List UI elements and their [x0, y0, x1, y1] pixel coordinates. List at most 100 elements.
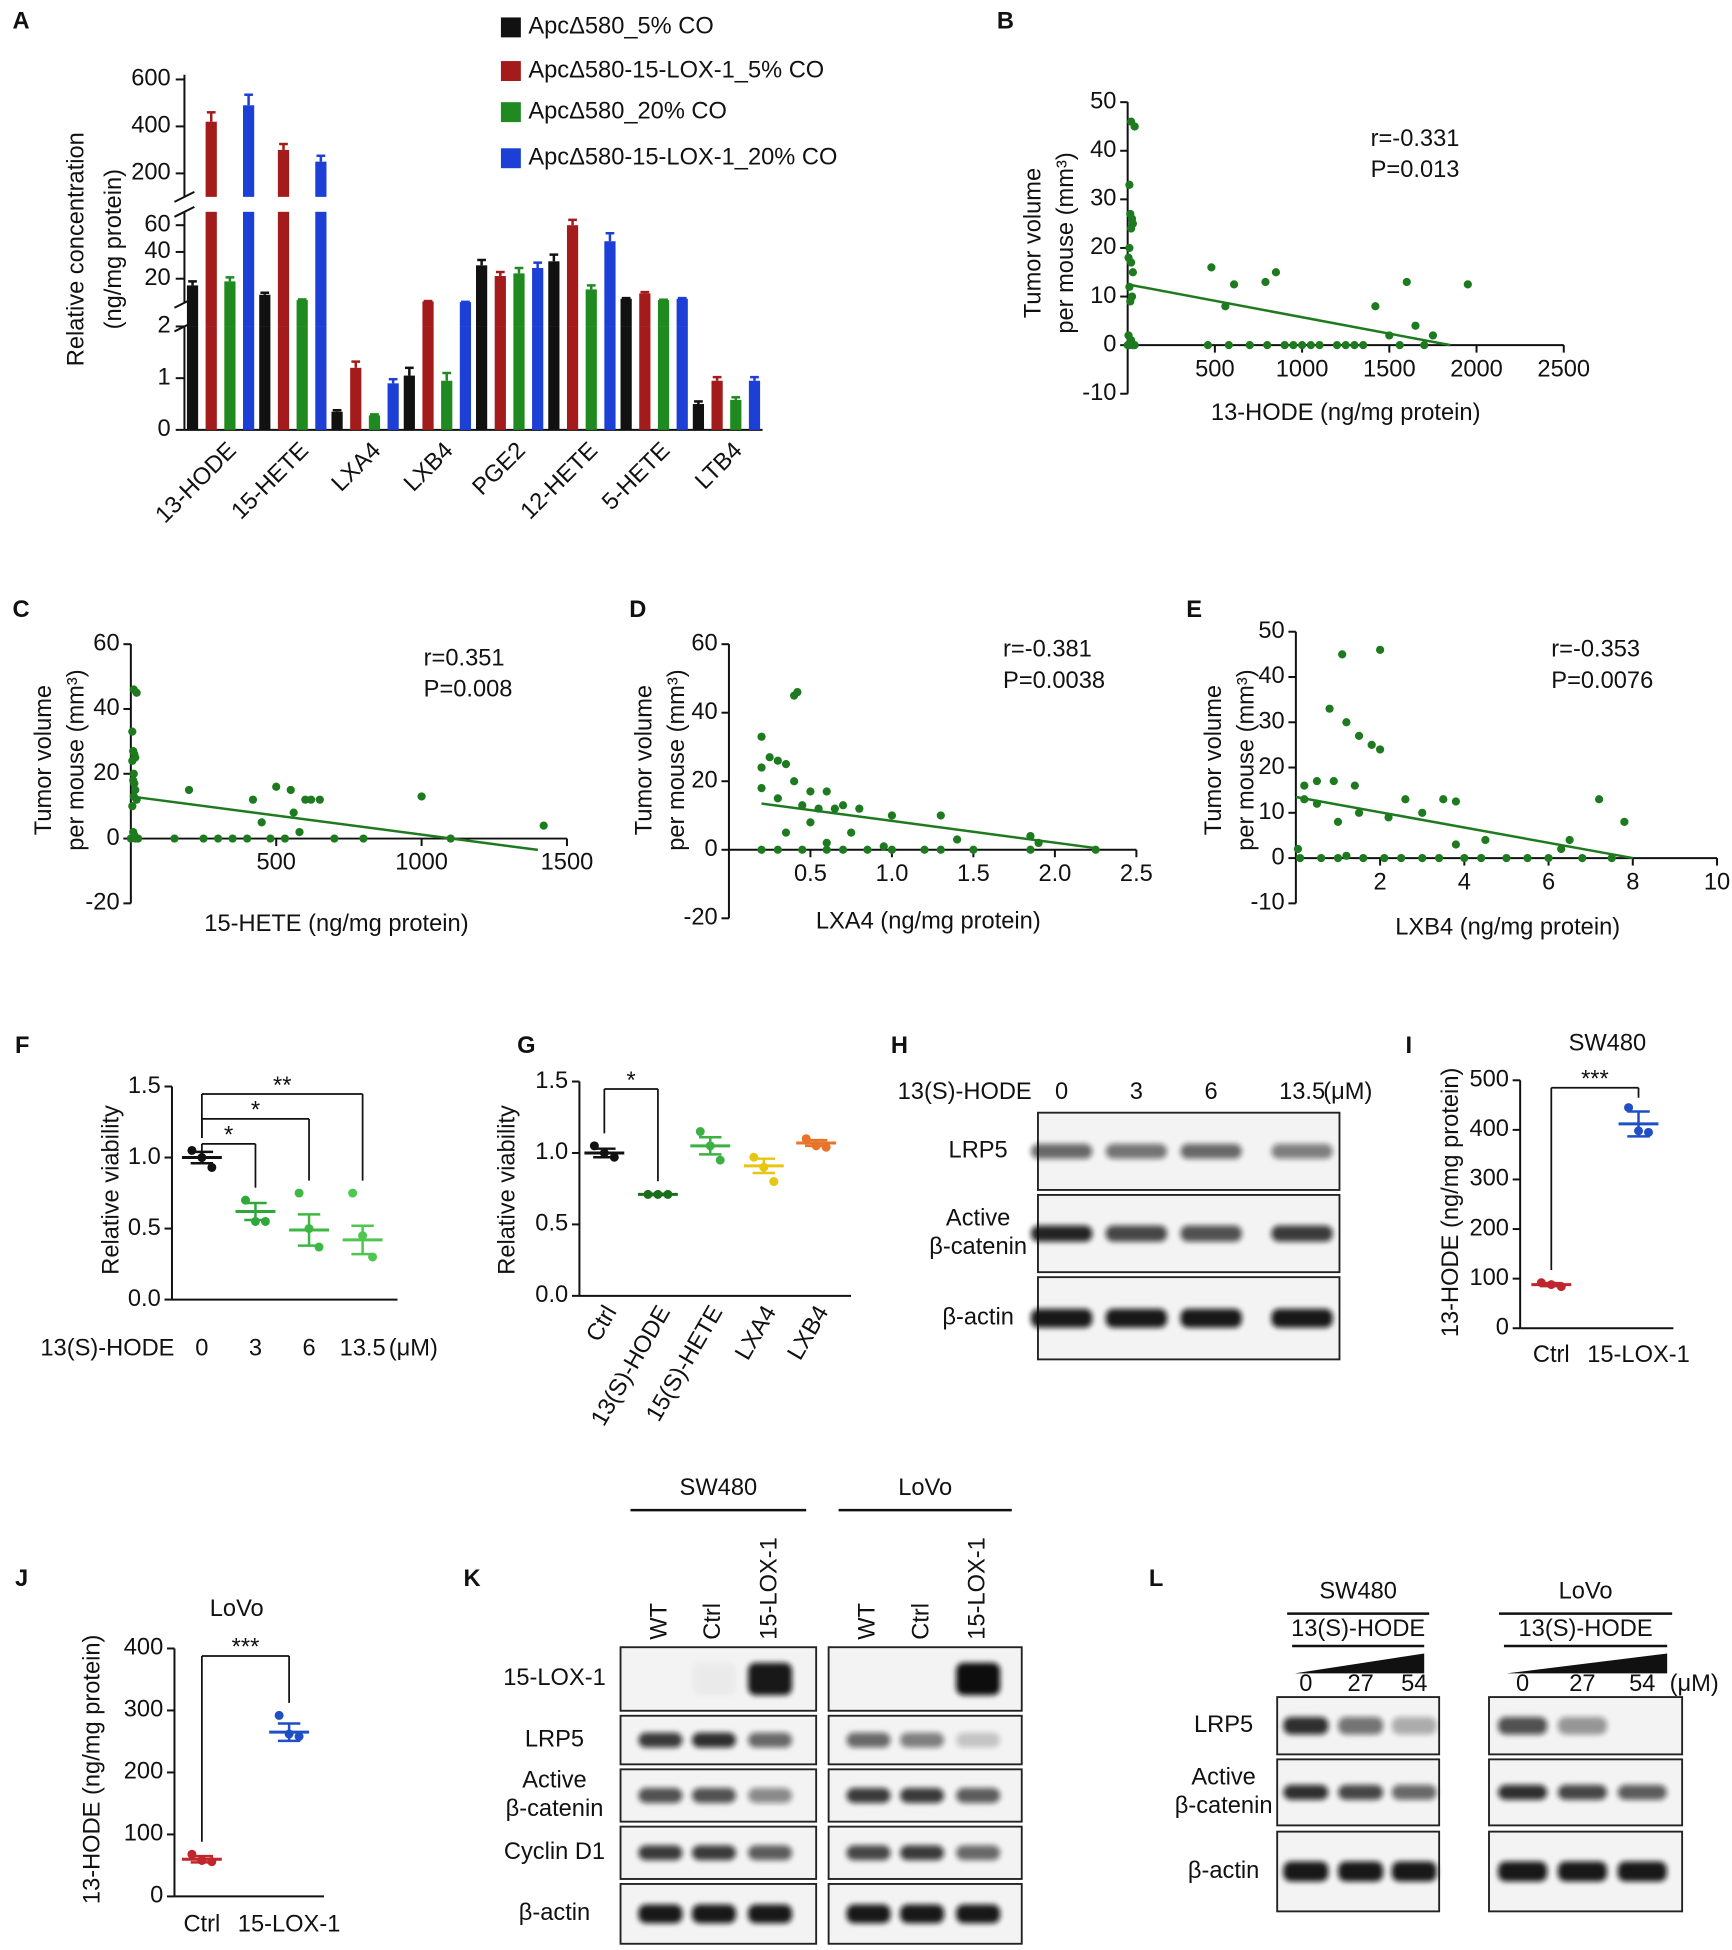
- legend-swatch: [500, 102, 521, 123]
- treatment-label: 13(S)-HODE: [1291, 1616, 1425, 1642]
- point: [257, 818, 266, 827]
- significance-label: **: [273, 1073, 291, 1099]
- y-tick-label: 0.0: [535, 1282, 568, 1308]
- point: [1607, 853, 1616, 863]
- point: [773, 794, 782, 803]
- chart-title: LoVo: [210, 1596, 264, 1622]
- point: [1123, 341, 1132, 350]
- bar: [476, 265, 488, 327]
- y-tick-label: 200: [124, 1759, 163, 1785]
- y-axis-label: 13-HODE (ng/mg protein): [80, 1635, 106, 1905]
- lane-label: 27: [1569, 1671, 1595, 1697]
- point: [1375, 745, 1385, 754]
- point: [1439, 795, 1448, 804]
- legend-swatch: [500, 17, 521, 38]
- point: [1224, 341, 1233, 350]
- group-label: LoVo: [898, 1475, 952, 1501]
- y-tick-label: 0.5: [535, 1211, 568, 1237]
- x-tick-label: 0: [195, 1336, 208, 1362]
- point: [1261, 277, 1270, 287]
- panel-label: F: [15, 1033, 29, 1059]
- bar: [604, 241, 616, 327]
- x-tick-label: 2.0: [1038, 861, 1071, 887]
- bar: [494, 276, 506, 327]
- legend-swatch: [500, 148, 521, 169]
- point: [260, 1216, 270, 1226]
- row-label: β-catenin: [1175, 1793, 1273, 1819]
- band: [638, 1845, 683, 1861]
- point: [1130, 341, 1139, 350]
- y-tick-label: 1.5: [535, 1068, 568, 1094]
- x-axis-label: 15-HETE (ng/mg protein): [204, 911, 468, 937]
- bar: [315, 211, 327, 327]
- point: [822, 845, 831, 854]
- point: [757, 783, 766, 793]
- bar: [242, 211, 255, 327]
- bar: [657, 326, 670, 430]
- point: [228, 834, 237, 843]
- bar: [476, 326, 488, 430]
- point: [129, 769, 138, 778]
- annotation: r=0.351: [424, 645, 505, 671]
- annotation: r=-0.381: [1003, 637, 1092, 663]
- y-tick-label: 60: [691, 630, 717, 656]
- point: [757, 763, 766, 772]
- band: [638, 1904, 683, 1924]
- band: [692, 1788, 736, 1803]
- lane-label: 15-LOX-1: [964, 1537, 990, 1640]
- y-tick-label: 0.5: [128, 1215, 161, 1241]
- bar: [331, 411, 343, 430]
- point: [1300, 781, 1309, 790]
- annotation: r=-0.353: [1551, 637, 1640, 663]
- band: [748, 1788, 793, 1803]
- point: [1460, 853, 1469, 863]
- y-tick-label: 40: [1258, 663, 1284, 689]
- band: [1338, 1784, 1384, 1800]
- point: [1401, 795, 1410, 804]
- point: [1578, 853, 1587, 863]
- band: [1105, 1143, 1168, 1159]
- bar: [350, 367, 362, 430]
- point: [243, 834, 252, 843]
- bar: [676, 326, 688, 430]
- x-tick-label: 6: [302, 1336, 315, 1362]
- point: [1203, 341, 1213, 350]
- x-tick-label: 8: [1626, 869, 1639, 895]
- point: [793, 688, 802, 697]
- y-tick-label: 0: [1271, 844, 1284, 870]
- band: [956, 1788, 1001, 1803]
- y-tick-label: 20: [93, 760, 119, 786]
- y-axis-label: Relative viability: [98, 1105, 124, 1275]
- significance-label: *: [627, 1068, 636, 1094]
- bar: [259, 326, 271, 430]
- y-tick-label: 200: [131, 160, 170, 186]
- point: [1126, 297, 1135, 306]
- bar: [403, 375, 415, 430]
- y-tick-label: 50: [1090, 88, 1116, 114]
- row-label: Cyclin D1: [504, 1839, 605, 1865]
- point: [969, 845, 978, 854]
- point: [798, 801, 807, 810]
- y-tick-label: 300: [1469, 1166, 1508, 1192]
- legend-swatch: [500, 61, 521, 81]
- bar: [585, 289, 597, 327]
- point: [1354, 731, 1364, 740]
- x-tick-label: 1.0: [875, 861, 908, 887]
- y-tick-label: -10: [1082, 380, 1116, 406]
- bar: [186, 326, 199, 430]
- bar: [205, 121, 217, 197]
- point: [838, 801, 848, 810]
- bar: [186, 285, 199, 327]
- point: [1375, 645, 1385, 654]
- y-axis-label: Tumor volume: [1201, 685, 1227, 835]
- band: [956, 1662, 1001, 1696]
- point: [1418, 853, 1427, 863]
- legend-label: ApcΔ580_20% CO: [528, 98, 727, 124]
- point: [1315, 341, 1324, 350]
- point: [1130, 122, 1139, 131]
- y-tick-label: 0: [705, 836, 718, 862]
- band: [846, 1904, 891, 1924]
- point: [855, 804, 864, 813]
- bar: [242, 105, 255, 197]
- bar: [277, 326, 290, 430]
